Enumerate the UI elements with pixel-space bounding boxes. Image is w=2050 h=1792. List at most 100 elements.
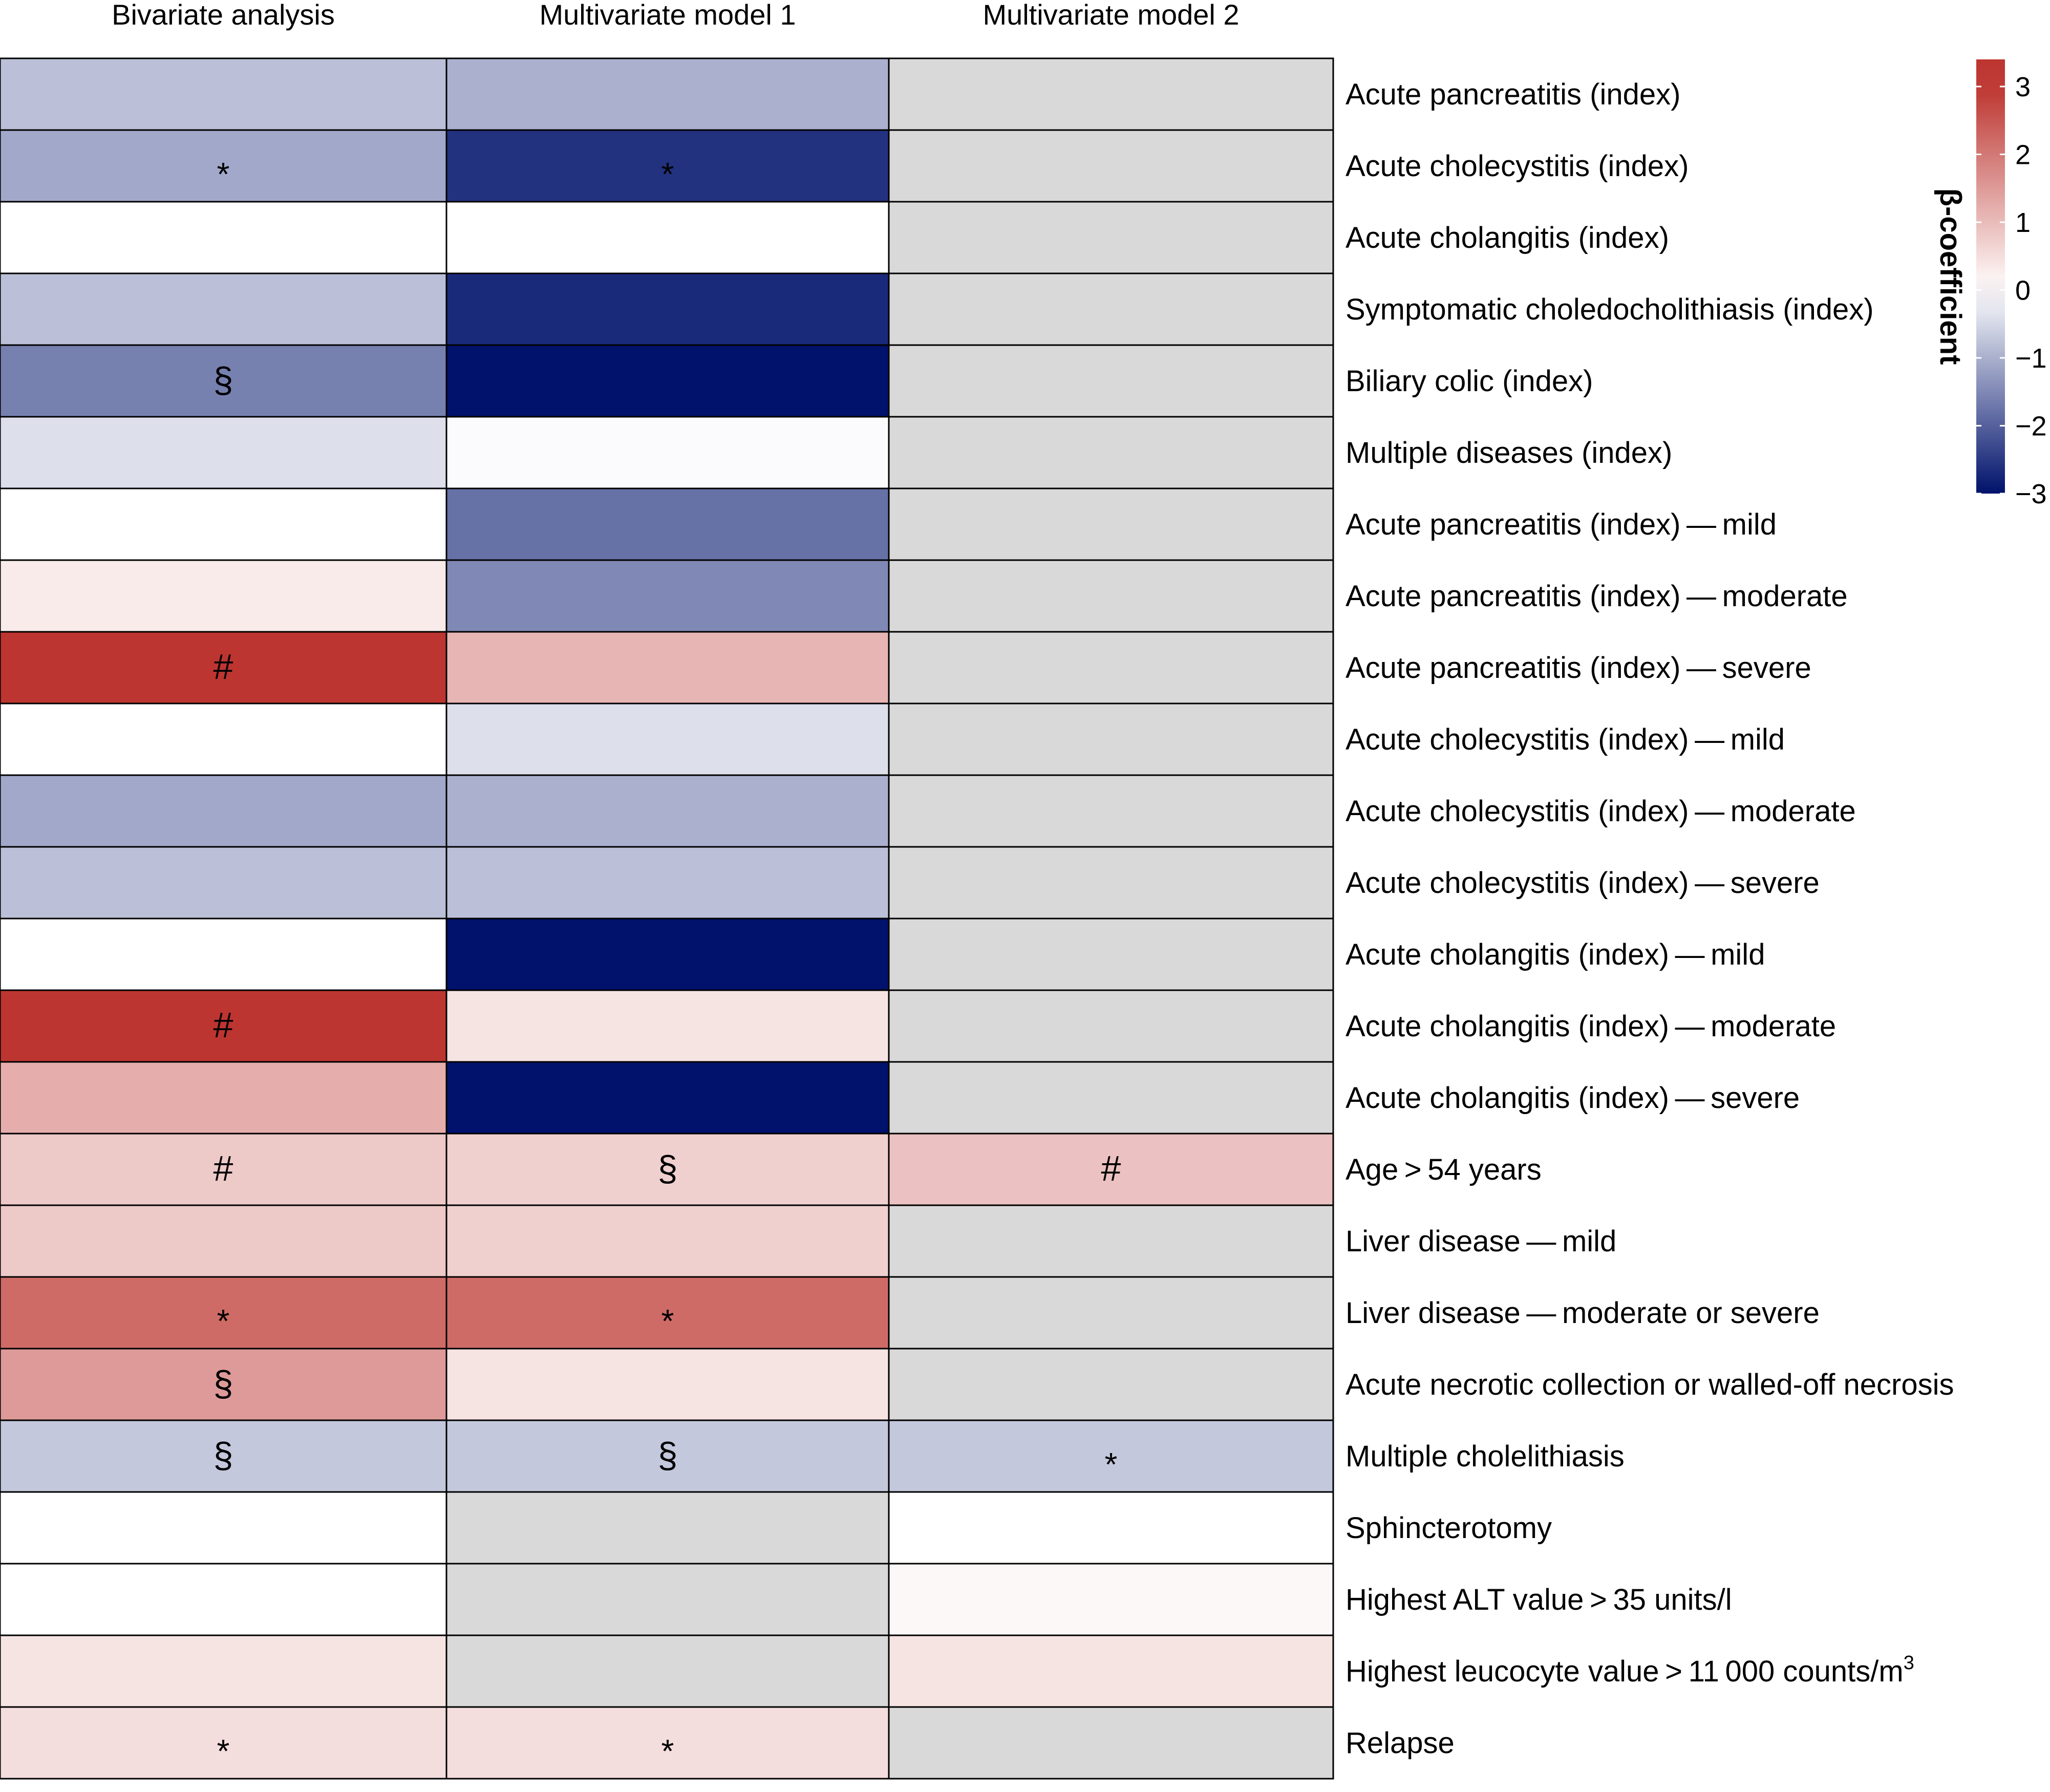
heatmap-cell	[0, 57, 447, 131]
heatmap-cells	[0, 57, 1334, 1780]
heatmap-cell	[888, 57, 1334, 131]
heatmap-cell	[0, 129, 447, 203]
heatmap-cell	[888, 1061, 1334, 1135]
row-label: Liver disease — moderate or severe	[1346, 1296, 1820, 1330]
heatmap-cell	[0, 774, 447, 848]
row-label-text: Liver disease — mild	[1346, 1225, 1616, 1258]
heatmap-cell	[445, 989, 890, 1063]
heatmap-cell	[888, 272, 1334, 346]
significance-marker: *	[217, 1733, 230, 1769]
row-label-text: Multiple diseases (index)	[1346, 436, 1672, 470]
colorbar-tick-label: −3	[2015, 479, 2047, 509]
colorbar-tick-label: 2	[2015, 140, 2031, 170]
heatmap-cell	[888, 344, 1334, 418]
row-label: Multiple diseases (index)	[1346, 436, 1672, 470]
heatmap-cell	[445, 272, 890, 346]
row-label: Liver disease — mild	[1346, 1225, 1616, 1258]
significance-marker: *	[217, 1303, 230, 1339]
significance-marker: *	[661, 1733, 674, 1769]
heatmap-cell	[888, 1563, 1334, 1636]
heatmap-cell	[888, 1419, 1334, 1493]
column-header: Bivariate analysis	[112, 0, 335, 31]
heatmap-cell	[445, 487, 890, 561]
heatmap-cell	[0, 416, 447, 489]
row-label-text: Sphincterotomy	[1346, 1511, 1552, 1545]
heatmap-cell	[0, 1204, 447, 1278]
row-label-text: Acute cholecystitis (index) — mild	[1346, 723, 1785, 756]
column-header: Multivariate model 1	[539, 0, 796, 31]
significance-markers: * * § # # # § # * * § § § * * *	[213, 156, 1121, 1769]
row-label-text: Acute necrotic collection or walled-off …	[1346, 1368, 1954, 1401]
row-label-text: Acute pancreatitis (index)	[1346, 78, 1680, 111]
heatmap-cell	[888, 1276, 1334, 1350]
colorbar-tick-label: 0	[2015, 275, 2031, 306]
row-labels: Acute pancreatitis (index) Acute cholecys…	[1346, 78, 1954, 1760]
significance-marker: #	[1101, 1148, 1121, 1188]
row-label-text: Age > 54 years	[1346, 1153, 1542, 1186]
heatmap-cell	[0, 702, 447, 776]
significance-marker: §	[213, 1363, 233, 1403]
heatmap-cell	[888, 559, 1334, 633]
heatmap-cell	[445, 1706, 890, 1780]
significance-marker: #	[213, 1148, 233, 1188]
colorbar-tick-label: 1	[2015, 207, 2031, 238]
heatmap-cell	[0, 344, 447, 418]
heatmap-cell	[888, 846, 1334, 920]
heatmap-cell	[888, 201, 1334, 274]
heatmap-cell	[445, 1634, 890, 1708]
significance-marker: §	[658, 1435, 678, 1475]
heatmap-cell	[0, 201, 447, 274]
colorbar-gradient	[1976, 59, 2005, 494]
colorbar-tick-label: 3	[2015, 72, 2031, 102]
heatmap-cell	[445, 702, 890, 776]
row-label: Acute cholangitis (index) — moderate	[1346, 1010, 1836, 1043]
row-label: Sphincterotomy	[1346, 1511, 1552, 1545]
row-label: Acute cholangitis (index) — severe	[1346, 1081, 1800, 1115]
heatmap-cell	[445, 774, 890, 848]
heatmap-cell	[445, 1276, 890, 1350]
heatmap-cell	[888, 1348, 1334, 1421]
heatmap-cell	[0, 1348, 447, 1421]
heatmap-cell	[445, 846, 890, 920]
heatmap-cell	[0, 918, 447, 991]
row-label: Age > 54 years	[1346, 1153, 1542, 1186]
row-label: Acute cholecystitis (index)	[1346, 150, 1689, 183]
heatmap-cell	[445, 1133, 890, 1206]
heatmap-cell	[888, 487, 1334, 561]
heatmap-cell	[0, 1061, 447, 1135]
heatmap-cell	[888, 702, 1334, 776]
heatmap-cell	[445, 416, 890, 489]
row-label: Acute cholecystitis (index) — severe	[1346, 866, 1820, 900]
significance-marker: *	[661, 1303, 674, 1339]
row-label: Symptomatic choledocholithiasis (index)	[1346, 293, 1874, 326]
row-label: Acute necrotic collection or walled-off …	[1346, 1368, 1954, 1401]
heatmap-cell	[0, 631, 447, 705]
row-label: Highest ALT value > 35 units/l	[1346, 1583, 1732, 1616]
heatmap-cell	[0, 1634, 447, 1708]
heatmap-cell	[888, 989, 1334, 1063]
heatmap-cell	[888, 1133, 1334, 1206]
heatmap-cell	[445, 631, 890, 705]
row-label-text: Acute cholecystitis (index)	[1346, 150, 1689, 183]
significance-marker: §	[658, 1148, 678, 1188]
heatmap-cell	[0, 1276, 447, 1350]
heatmap-cell	[0, 1706, 447, 1780]
heatmap-cell	[445, 1563, 890, 1636]
colorbar-tick-label: −1	[2015, 343, 2047, 374]
row-label-text: Acute cholangitis (index) — mild	[1346, 938, 1765, 971]
heatmap-cell	[888, 1634, 1334, 1708]
heatmap-cell	[0, 846, 447, 920]
heatmap-cell	[445, 559, 890, 633]
colorbar-title: β-coefficient	[1934, 188, 1967, 365]
heatmap-cell	[888, 416, 1334, 489]
row-label: Highest leucocyte value > 11 000 counts/…	[1346, 1652, 1914, 1688]
column-headers: Bivariate analysis Multivariate model 1 Mu…	[112, 0, 1239, 31]
heatmap-cell	[445, 1061, 890, 1135]
row-label-text: Highest leucocyte value > 11 000 counts/…	[1346, 1655, 1904, 1688]
row-label: Acute cholangitis (index) — mild	[1346, 938, 1765, 971]
row-label-text: Highest ALT value > 35 units/l	[1346, 1583, 1732, 1616]
colorbar: 3 2 1 0 −1 −2 −3 β-coefficient	[1934, 59, 2047, 509]
significance-marker: §	[213, 360, 233, 400]
row-label-text: Acute pancreatitis (index) — severe	[1346, 651, 1811, 685]
